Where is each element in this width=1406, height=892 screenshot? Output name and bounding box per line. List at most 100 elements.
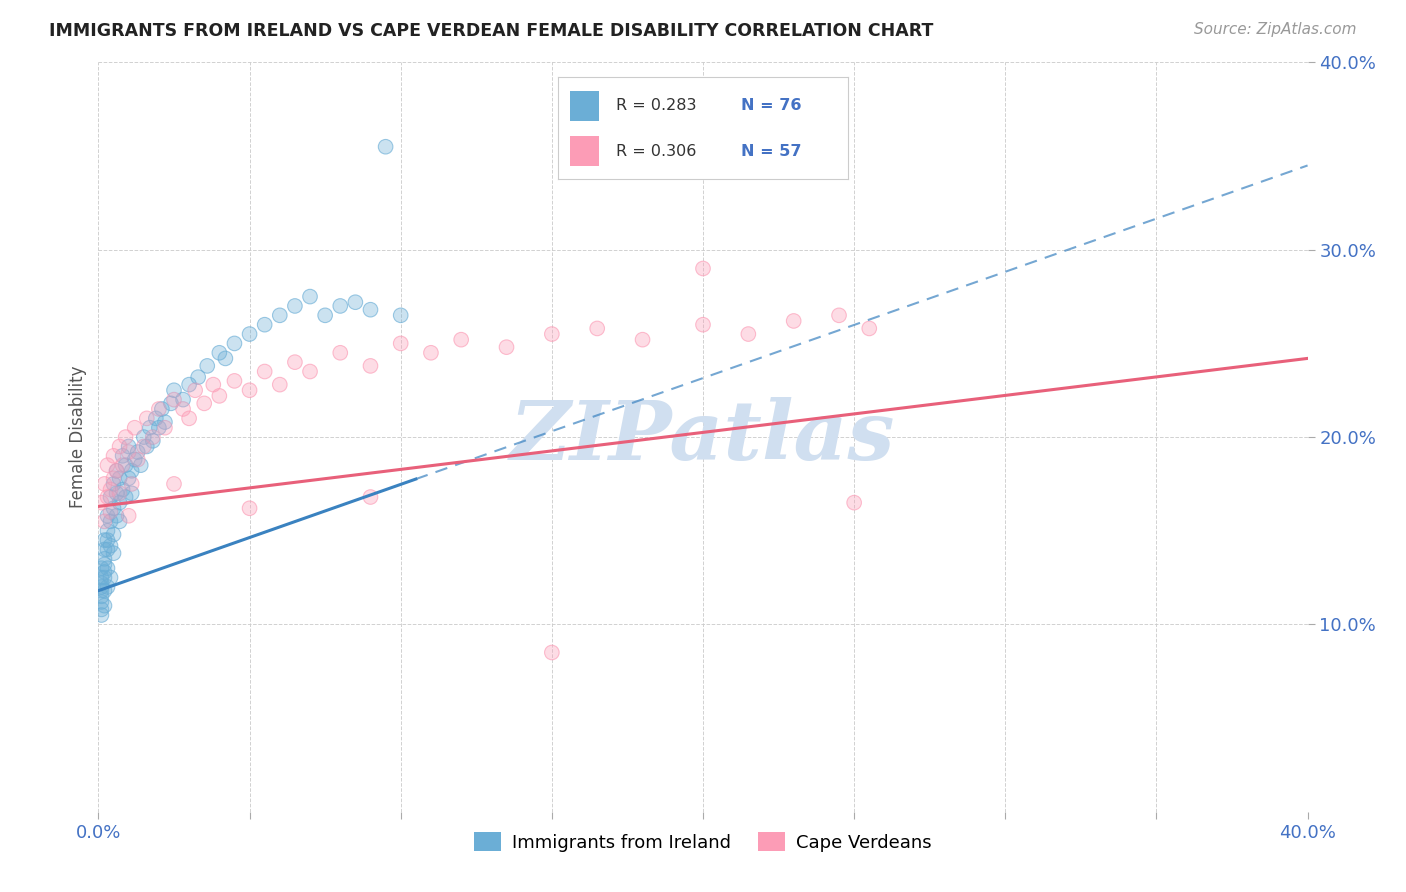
Point	[208, 389, 231, 403]
Point	[299, 289, 322, 303]
Point	[139, 421, 162, 435]
Point	[148, 421, 170, 435]
Y-axis label: Female Disability: Female Disability	[69, 366, 87, 508]
Point	[420, 345, 443, 359]
Point	[118, 508, 141, 523]
Point	[692, 318, 714, 332]
Point	[299, 289, 322, 303]
Point	[329, 299, 352, 313]
Point	[93, 533, 115, 547]
Point	[389, 336, 412, 351]
Point	[118, 440, 141, 453]
Point	[103, 449, 125, 463]
Point	[299, 365, 322, 379]
Point	[90, 496, 112, 510]
Point	[96, 542, 118, 557]
Point	[224, 336, 246, 351]
Point	[145, 411, 167, 425]
Point	[100, 571, 122, 585]
Point	[118, 445, 141, 459]
Point	[269, 377, 291, 392]
Point	[121, 464, 143, 478]
Point	[344, 295, 367, 310]
Point	[127, 452, 149, 467]
Point	[105, 486, 128, 500]
Point	[121, 486, 143, 500]
Point	[90, 602, 112, 616]
Point	[172, 392, 194, 407]
Point	[121, 486, 143, 500]
Point	[103, 527, 125, 541]
Point	[96, 508, 118, 523]
Point	[239, 326, 262, 341]
Point	[124, 452, 146, 467]
Point	[124, 421, 146, 435]
Point	[96, 542, 118, 557]
Point	[90, 496, 112, 510]
Point	[360, 302, 382, 317]
Point	[100, 490, 122, 504]
Point	[631, 333, 654, 347]
Point	[90, 576, 112, 591]
Point	[100, 514, 122, 528]
Point	[90, 595, 112, 609]
Point	[96, 561, 118, 575]
Point	[93, 583, 115, 598]
Point	[93, 533, 115, 547]
Point	[495, 340, 517, 354]
Point	[96, 533, 118, 547]
Point	[737, 326, 759, 341]
Point	[103, 527, 125, 541]
Legend: Immigrants from Ireland, Cape Verdeans: Immigrants from Ireland, Cape Verdeans	[467, 825, 939, 859]
Point	[93, 583, 115, 598]
Point	[127, 445, 149, 459]
Point	[160, 396, 183, 410]
Point	[284, 355, 307, 369]
Point	[150, 401, 173, 416]
Point	[100, 571, 122, 585]
Point	[96, 561, 118, 575]
Point	[187, 370, 209, 384]
Point	[108, 486, 131, 500]
Point	[389, 336, 412, 351]
Point	[329, 345, 352, 359]
Point	[360, 359, 382, 373]
Point	[269, 377, 291, 392]
Point	[239, 326, 262, 341]
Point	[239, 501, 262, 516]
Point	[118, 508, 141, 523]
Point	[135, 440, 157, 453]
Point	[90, 571, 112, 585]
Point	[269, 308, 291, 322]
Point	[179, 411, 201, 425]
Point	[103, 449, 125, 463]
Point	[124, 421, 146, 435]
Point	[184, 384, 207, 398]
Point	[129, 458, 152, 473]
Point	[103, 501, 125, 516]
Point	[105, 464, 128, 478]
Point	[96, 458, 118, 473]
Point	[172, 392, 194, 407]
Point	[105, 486, 128, 500]
Point	[93, 514, 115, 528]
Point	[239, 384, 262, 398]
Point	[148, 421, 170, 435]
Point	[96, 508, 118, 523]
Point	[100, 505, 122, 519]
Point	[153, 415, 176, 429]
Point	[111, 449, 134, 463]
Point	[103, 476, 125, 491]
Point	[96, 458, 118, 473]
Point	[187, 370, 209, 384]
Point	[828, 308, 851, 322]
Point	[858, 321, 880, 335]
Point	[142, 434, 165, 448]
Point	[737, 326, 759, 341]
Point	[142, 434, 165, 448]
Point	[208, 345, 231, 359]
Point	[224, 336, 246, 351]
Point	[118, 471, 141, 485]
Point	[314, 308, 336, 322]
Point	[360, 490, 382, 504]
